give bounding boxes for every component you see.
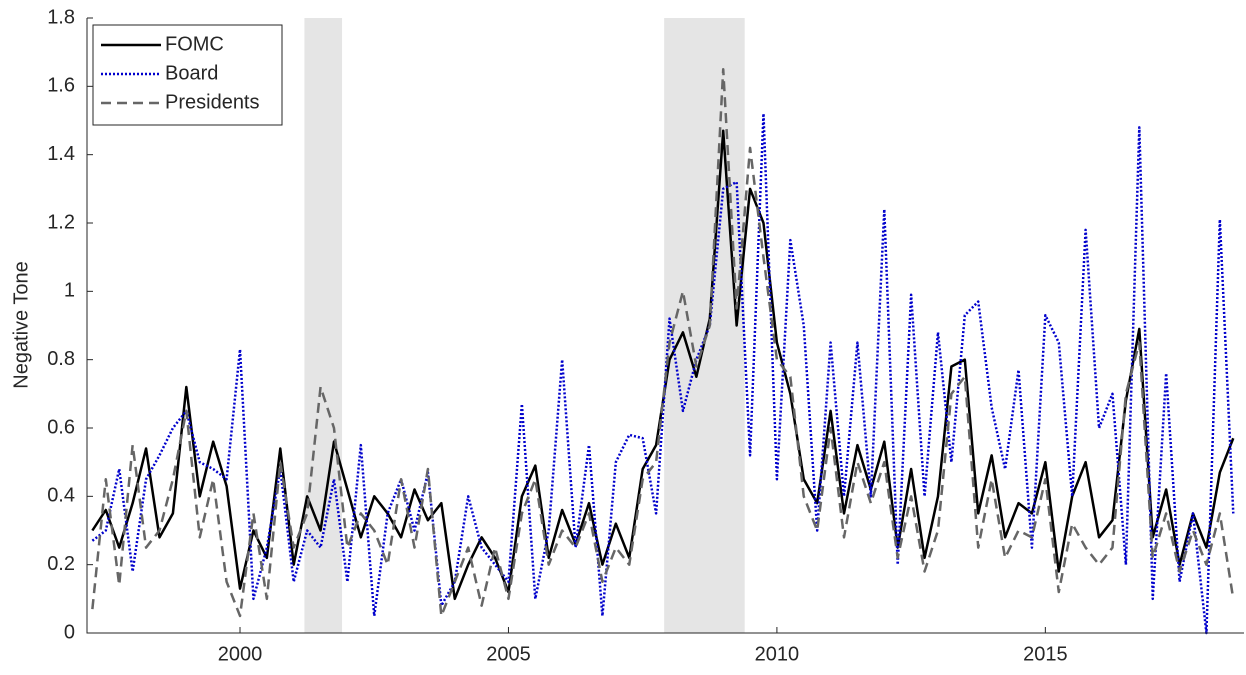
y-tick-label: 1.8 xyxy=(47,6,75,28)
y-tick-label: 1.4 xyxy=(47,143,75,165)
axes xyxy=(86,18,1244,634)
y-tick-label: 1.6 xyxy=(47,75,75,97)
x-tick-label: 2000 xyxy=(218,643,263,665)
series-line xyxy=(91,129,1235,601)
recession-band xyxy=(304,18,343,633)
legend-label: Presidents xyxy=(165,91,260,113)
y-tick-label: 0.8 xyxy=(47,348,75,370)
y-tick-label: 1 xyxy=(64,280,75,302)
recession-band xyxy=(664,18,745,633)
legend-label: Board xyxy=(165,62,218,84)
y-tick-label: 1.2 xyxy=(47,211,75,233)
series-line xyxy=(91,68,1235,618)
legend-label: FOMC xyxy=(165,33,224,55)
y-axis-label: Negative Tone xyxy=(10,261,32,389)
x-tick-label: 2010 xyxy=(755,643,800,665)
y-tick-label: 0 xyxy=(64,621,75,643)
series-line xyxy=(91,112,1235,635)
y-tick-label: 0.2 xyxy=(47,553,75,575)
legend-box xyxy=(92,24,283,126)
x-tick-label: 2015 xyxy=(1023,643,1068,665)
y-tick-label: 0.6 xyxy=(47,416,75,438)
x-tick-label: 2005 xyxy=(486,643,531,665)
y-tick-label: 0.4 xyxy=(47,485,75,507)
